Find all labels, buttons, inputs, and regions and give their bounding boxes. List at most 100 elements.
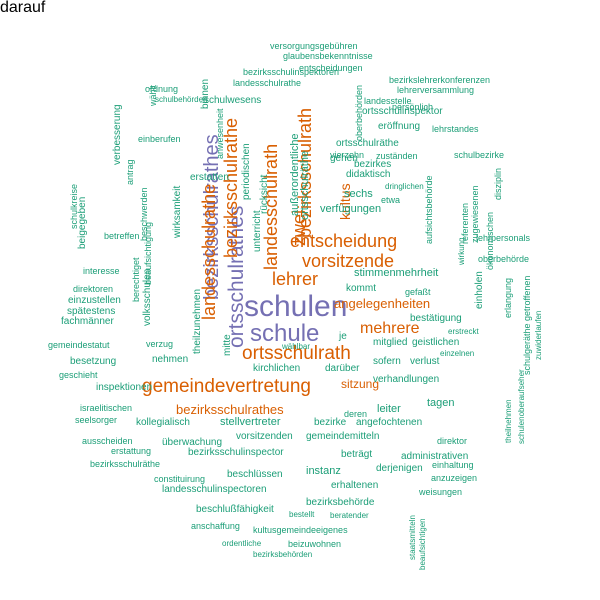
cloud-word: zugewiesenen <box>470 185 480 243</box>
cloud-word: verfügungen <box>320 203 382 215</box>
cloud-word: angelegenheiten <box>334 296 431 311</box>
cloud-word: erstatten <box>190 172 229 183</box>
cloud-word: tagen <box>427 397 455 409</box>
cloud-word: verzug <box>146 339 174 349</box>
cloud-word: bezirksschulinspector <box>188 447 284 458</box>
cloud-word: deren <box>344 409 368 419</box>
cloud-word: mehrere <box>360 320 420 337</box>
cloud-word: unterricht <box>252 210 263 252</box>
cloud-word: kirchlichen <box>253 363 301 374</box>
cloud-word: lehrer <box>272 269 319 289</box>
cloud-word: beigegeben <box>77 196 88 249</box>
cloud-word: ortsschulrath <box>242 343 351 364</box>
cloud-word: schulkreise <box>69 183 79 229</box>
cloud-word: anzuzeigen <box>431 473 478 483</box>
cloud-word: bezirksschulinspektoren <box>243 67 340 77</box>
cloud-word: direktoren <box>73 284 114 294</box>
cloud-word: erlangung <box>503 277 513 318</box>
cloud-word: stimmenmehrheit <box>354 267 439 279</box>
cloud-word: verlust <box>410 356 440 367</box>
cloud-word: mitte <box>222 334 233 356</box>
cloud-word: schulen <box>244 290 348 323</box>
cloud-word: kommt <box>346 283 376 294</box>
cloud-word: schulbehörden <box>155 95 208 104</box>
cloud-word: direktor <box>437 436 468 446</box>
cloud-word: gehen <box>330 153 358 164</box>
cloud-word: oberbehörden <box>354 84 364 141</box>
cloud-word: betreffen <box>104 231 140 241</box>
cloud-word: landesstelle <box>364 96 412 106</box>
cloud-word: außerordentliche <box>289 133 301 216</box>
cloud-word: darauf <box>0 0 46 16</box>
cloud-word: kultusgemeindeeigenes <box>253 525 348 535</box>
cloud-word: glaubensbekenntnisse <box>283 51 373 61</box>
cloud-word: rücksicht <box>259 174 270 214</box>
cloud-word: bezirksschulräthe <box>90 459 161 469</box>
cloud-word: lehrerversammlung <box>397 85 475 95</box>
cloud-word: ausscheiden <box>82 436 133 446</box>
cloud-word: vorsitzenden <box>236 431 293 442</box>
cloud-word: schule <box>250 320 320 347</box>
cloud-word: vierzehn <box>330 150 365 160</box>
cloud-word: zuwiderlaufen <box>534 310 543 360</box>
cloud-word: bezirksbehörden <box>253 550 313 559</box>
cloud-word: dringlichen <box>385 182 424 191</box>
cloud-word: ortsschulräthe <box>299 150 311 220</box>
cloud-word: sofern <box>373 356 401 367</box>
cloud-word: weisungen <box>419 487 463 497</box>
cloud-word: schulwesens <box>204 95 262 106</box>
cloud-word: theilnehmen <box>504 399 513 443</box>
cloud-word: erstattung <box>111 446 152 456</box>
cloud-word: gefaßt <box>405 287 431 297</box>
cloud-word: disziplin <box>493 167 503 200</box>
cloud-word: anschaffung <box>191 521 240 531</box>
cloud-word: beratender <box>330 511 369 520</box>
cloud-word: beschwerden <box>139 187 149 241</box>
cloud-word: wirksamkeit <box>172 185 183 238</box>
cloud-word: seelsorger <box>75 415 118 425</box>
cloud-word: schulenoberaufseher <box>517 369 526 444</box>
cloud-word: kollegialisch <box>136 417 190 428</box>
cloud-word: didaktisch <box>346 169 391 180</box>
cloud-word: ortsschulinspektor <box>362 106 443 117</box>
cloud-word: geistlichen <box>412 337 460 348</box>
cloud-word: ortsschulräthe <box>336 138 399 149</box>
cloud-word: ordnung <box>145 84 179 94</box>
cloud-word: schulbezirke <box>454 150 505 160</box>
cloud-word: eröffnung <box>378 121 421 132</box>
cloud-word: wirkung <box>457 237 466 265</box>
cloud-word: zuständen <box>376 151 418 161</box>
cloud-word: einzelnen <box>440 349 475 358</box>
cloud-word: inspektionen <box>96 382 153 393</box>
cloud-word: israelitischen <box>80 403 133 413</box>
cloud-word: etwa <box>381 195 401 205</box>
cloud-word: darüber <box>325 363 360 374</box>
cloud-word: geschieht <box>59 370 98 380</box>
cloud-word: staatsmitteln <box>408 515 417 560</box>
cloud-word: leiter <box>377 403 401 415</box>
cloud-word: bestätigung <box>410 313 462 324</box>
cloud-word: nehmen <box>152 354 189 365</box>
cloud-word: landesschulinspectoren <box>162 484 267 495</box>
cloud-word: versorgungsgebühren <box>270 41 358 51</box>
cloud-word: bestellt <box>289 510 315 519</box>
cloud-word: bezirksbehörde <box>306 497 375 508</box>
cloud-word: constituirung <box>154 474 206 484</box>
cloud-word: überwachung <box>162 437 223 448</box>
cloud-word: bezirksschulrathes <box>176 402 284 417</box>
cloud-word: bezirke <box>314 417 347 428</box>
cloud-word: verbesserung <box>112 104 123 165</box>
cloud-word: fachmänner <box>61 316 114 327</box>
cloud-word: einzustellen <box>68 295 121 306</box>
cloud-word: beträgt <box>341 449 373 460</box>
cloud-word: derjenigen <box>376 463 423 474</box>
cloud-word: getroffenen <box>522 275 532 321</box>
cloud-word: beaufsichtigen <box>418 518 427 570</box>
cloud-word: verhandlungen <box>373 374 440 385</box>
cloud-word: sechs <box>344 188 373 200</box>
cloud-word: gemeindevertretung <box>142 376 311 397</box>
cloud-word: lehrstandes <box>432 124 479 134</box>
cloud-word: einberufen <box>138 134 181 144</box>
cloud-word: wählt <box>148 84 158 106</box>
